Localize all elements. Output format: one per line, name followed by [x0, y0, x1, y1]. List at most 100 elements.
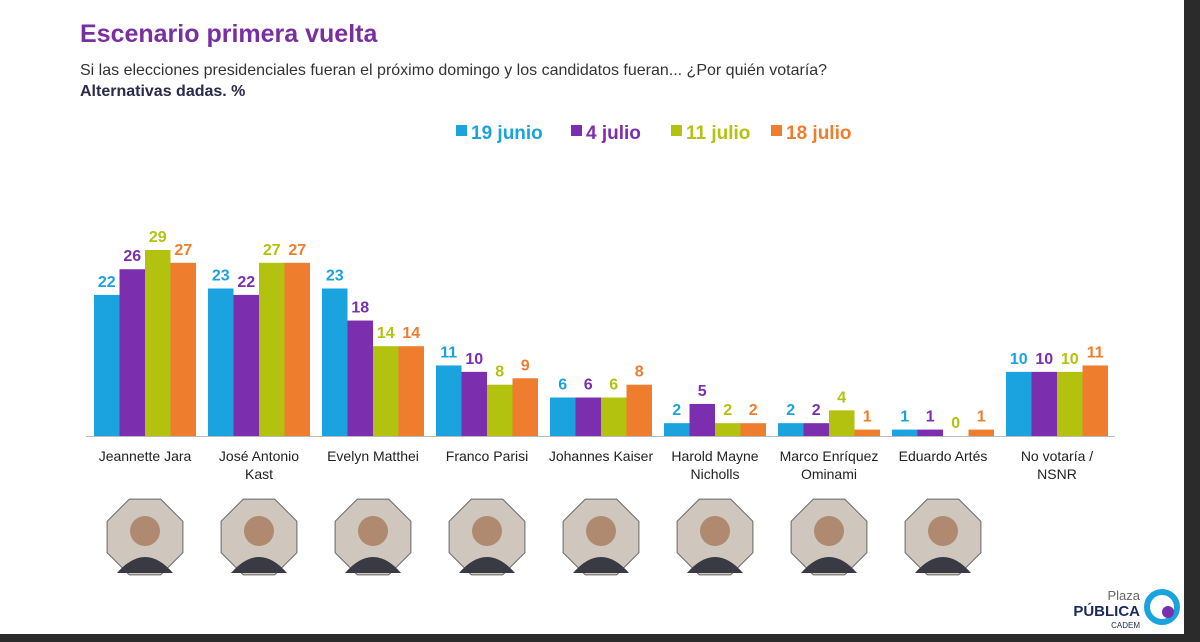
logo-text: PÚBLICA	[1073, 602, 1140, 620]
photo-head	[244, 516, 274, 546]
value-label: 5	[698, 383, 707, 400]
photo-head	[928, 516, 958, 546]
value-label: 2	[749, 402, 758, 419]
legend-label: 19 junio	[471, 123, 543, 144]
value-label: 6	[609, 377, 618, 394]
value-label: 10	[1035, 351, 1053, 368]
legend-swatch	[456, 125, 467, 136]
value-label: 6	[584, 377, 593, 394]
value-label: 10	[1061, 351, 1079, 368]
frame-edge	[0, 634, 1200, 642]
value-label: 29	[149, 229, 167, 246]
bar	[436, 365, 462, 436]
bar	[689, 403, 715, 436]
value-label: 8	[495, 364, 504, 381]
bar	[550, 397, 576, 436]
logo-text: Plaza	[1107, 588, 1140, 603]
bar	[119, 269, 145, 436]
value-label: 8	[635, 364, 644, 381]
value-label: 26	[123, 248, 141, 265]
value-label: 2	[723, 402, 732, 419]
bar	[170, 262, 196, 436]
legend-swatch	[671, 125, 682, 136]
photo-body	[231, 557, 287, 573]
value-label: 11	[440, 344, 457, 361]
bar	[778, 423, 804, 436]
bar	[601, 397, 627, 436]
x-tick-label: Harold Mayne Nicholls	[671, 448, 759, 482]
bar	[208, 288, 234, 436]
photo-body	[687, 557, 743, 573]
bar	[512, 378, 538, 436]
photo-head	[700, 516, 730, 546]
chart-title: Escenario primera vuelta	[80, 20, 378, 48]
subtitle: Si las elecciones presidenciales fueran …	[80, 62, 827, 79]
value-label: 1	[900, 409, 909, 426]
bar	[854, 429, 880, 436]
bar	[803, 423, 829, 436]
value-label: 11	[1087, 344, 1104, 361]
bar	[1082, 365, 1108, 436]
x-tick-label: Jeannette Jara	[98, 448, 192, 464]
value-label: 2	[786, 402, 795, 419]
x-tick-label: Eduardo Artés	[898, 448, 988, 464]
bar	[740, 423, 766, 436]
legend-label: 11 julio	[686, 123, 750, 144]
value-label: 10	[465, 351, 483, 368]
value-label: 9	[521, 357, 530, 374]
value-label: 27	[263, 242, 281, 259]
bar	[715, 423, 741, 436]
bar	[1057, 371, 1083, 436]
photo-body	[459, 557, 515, 573]
value-label: 6	[558, 377, 567, 394]
value-label: 2	[812, 402, 821, 419]
value-label: 22	[98, 274, 116, 291]
x-tick-label: Franco Parisi	[445, 448, 529, 464]
value-label: 1	[977, 409, 986, 426]
bar	[917, 429, 943, 436]
value-label: 23	[326, 267, 344, 284]
bar	[968, 429, 994, 436]
bar	[626, 384, 652, 436]
value-label: 4	[837, 389, 846, 406]
bar	[1031, 371, 1057, 436]
value-label: 27	[288, 242, 306, 259]
value-label: 1	[926, 409, 935, 426]
bar	[1006, 371, 1032, 436]
photo-body	[117, 557, 173, 573]
photo-body	[573, 557, 629, 573]
bar	[322, 288, 348, 436]
photo-head	[472, 516, 502, 546]
x-tick-label: Johannes Kaiser	[548, 448, 654, 464]
legend-label: 4 julio	[586, 123, 641, 144]
value-label: 2	[672, 402, 681, 419]
logo-mark	[1144, 589, 1180, 625]
photo-body	[915, 557, 971, 573]
x-tick-label: No votaría / NSNR	[1020, 448, 1094, 482]
note: Alternativas dadas. %	[80, 83, 245, 100]
bar	[284, 262, 310, 436]
value-label: 10	[1010, 351, 1028, 368]
logo-text: CADEM	[1111, 621, 1140, 630]
value-label: 27	[174, 242, 192, 259]
value-label: 1	[863, 409, 872, 426]
bar	[892, 429, 918, 436]
bar	[233, 294, 259, 436]
photo-head	[814, 516, 844, 546]
photo-body	[345, 557, 401, 573]
bar	[575, 397, 601, 436]
bar	[829, 410, 855, 436]
bar	[487, 384, 513, 436]
photo-head	[358, 516, 388, 546]
legend-swatch	[771, 125, 782, 136]
logo-mark	[1162, 606, 1174, 618]
bar	[398, 346, 424, 436]
bar	[347, 320, 373, 436]
value-label: 22	[237, 274, 255, 291]
legend-swatch	[571, 125, 582, 136]
legend-label: 18 julio	[786, 123, 851, 144]
bar	[373, 346, 399, 436]
value-label: 23	[212, 267, 230, 284]
